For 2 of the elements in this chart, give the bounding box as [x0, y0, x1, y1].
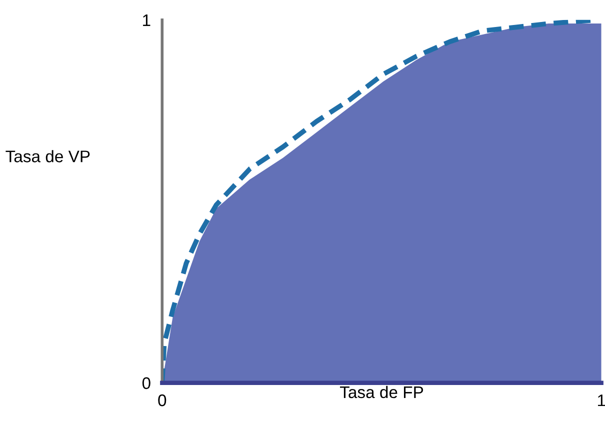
x-axis-title: Tasa de FP [340, 386, 424, 398]
y-axis-title: Tasa de VP [6, 150, 90, 162]
